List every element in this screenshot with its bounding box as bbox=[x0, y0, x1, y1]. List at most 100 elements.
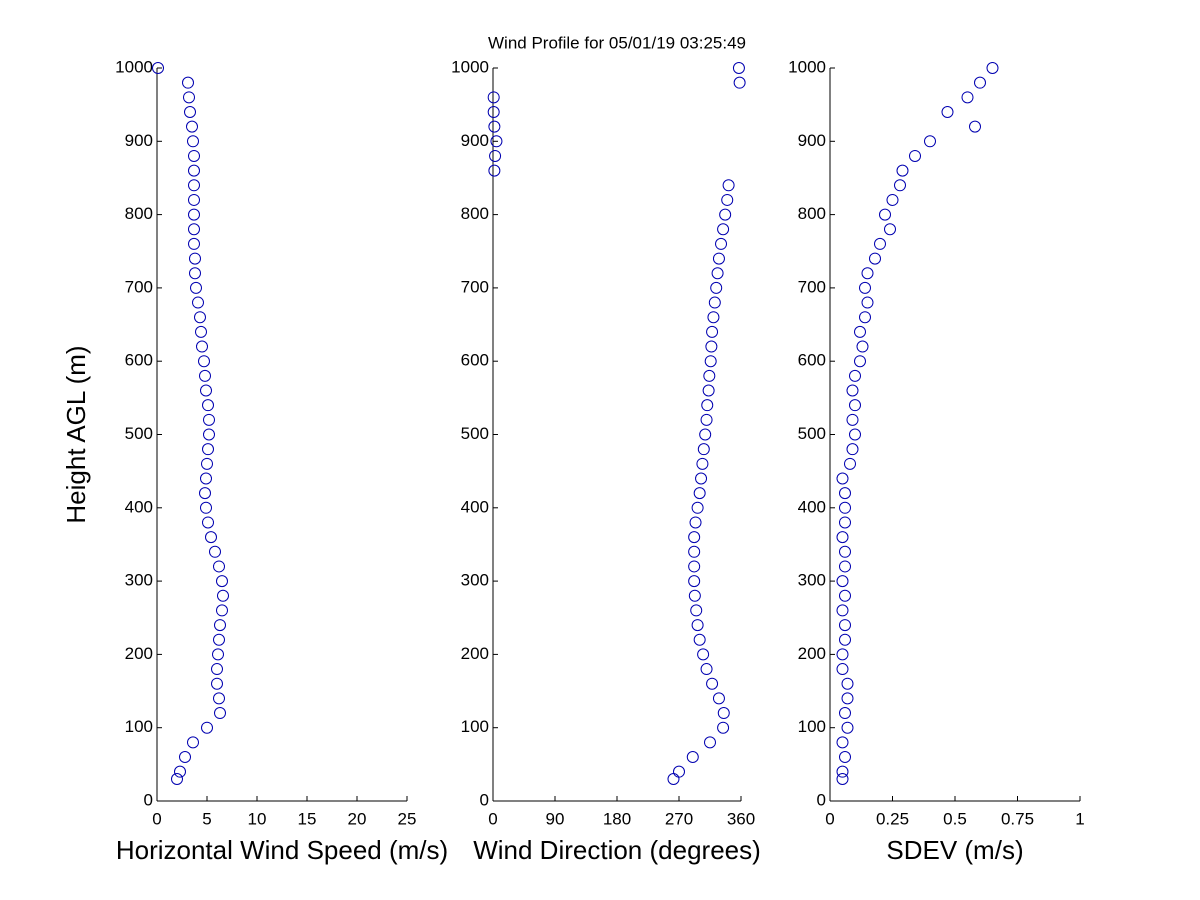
y-tick-label: 1000 bbox=[115, 57, 153, 76]
point bbox=[841, 721, 854, 734]
point bbox=[839, 619, 851, 632]
point bbox=[216, 575, 228, 588]
point bbox=[839, 516, 851, 529]
point bbox=[846, 413, 859, 426]
point bbox=[859, 281, 871, 294]
y-tick-label: 800 bbox=[125, 204, 153, 223]
point bbox=[200, 472, 212, 485]
point bbox=[184, 105, 196, 118]
point bbox=[886, 193, 899, 206]
point bbox=[846, 443, 859, 456]
point bbox=[201, 457, 213, 470]
y-tick-label: 400 bbox=[461, 497, 489, 516]
point bbox=[200, 384, 212, 397]
point bbox=[836, 648, 849, 661]
point bbox=[909, 149, 921, 162]
point bbox=[874, 237, 886, 250]
y-tick-label: 600 bbox=[461, 351, 489, 370]
point bbox=[879, 208, 891, 221]
point bbox=[969, 120, 981, 133]
y-tick-label: 300 bbox=[461, 571, 489, 590]
point bbox=[188, 223, 200, 236]
point bbox=[212, 648, 224, 661]
point bbox=[732, 62, 745, 74]
point bbox=[711, 267, 724, 280]
y-tick-label: 200 bbox=[461, 644, 489, 663]
point bbox=[487, 105, 500, 118]
point bbox=[924, 135, 936, 148]
x-tick-label: 180 bbox=[603, 809, 631, 828]
y-tick-label: 500 bbox=[798, 424, 826, 443]
x-tick-label: 90 bbox=[546, 809, 565, 828]
y-tick-label: 900 bbox=[461, 131, 489, 150]
point bbox=[688, 589, 701, 602]
point bbox=[488, 164, 501, 177]
point bbox=[856, 340, 869, 353]
point bbox=[710, 281, 723, 294]
point bbox=[717, 721, 730, 734]
point bbox=[703, 369, 716, 382]
point bbox=[217, 589, 229, 602]
point bbox=[152, 62, 164, 74]
x-axis-label: Wind Direction (degrees) bbox=[473, 835, 761, 865]
point bbox=[707, 311, 720, 324]
y-tick-label: 0 bbox=[480, 790, 489, 809]
point bbox=[704, 355, 717, 368]
point bbox=[188, 179, 200, 192]
point bbox=[693, 633, 706, 646]
point bbox=[861, 296, 874, 309]
x-tick-label: 0.75 bbox=[1001, 809, 1034, 828]
point bbox=[490, 135, 503, 148]
point bbox=[841, 677, 854, 690]
point bbox=[839, 751, 851, 764]
point bbox=[194, 311, 206, 324]
point bbox=[961, 91, 974, 104]
point bbox=[941, 105, 954, 118]
point bbox=[187, 736, 199, 749]
point bbox=[171, 773, 183, 786]
x-tick-label: 270 bbox=[665, 809, 693, 828]
y-tick-label: 1000 bbox=[451, 57, 489, 76]
y-tick-label: 300 bbox=[798, 571, 826, 590]
point bbox=[213, 560, 225, 573]
point bbox=[188, 164, 200, 177]
point bbox=[712, 692, 725, 705]
point bbox=[700, 663, 713, 676]
point bbox=[697, 648, 710, 661]
point bbox=[836, 604, 849, 617]
point bbox=[688, 575, 701, 588]
point bbox=[214, 707, 226, 720]
x-tick-label: 10 bbox=[248, 809, 267, 828]
point bbox=[203, 413, 215, 426]
point bbox=[701, 399, 714, 412]
y-tick-label: 100 bbox=[461, 717, 489, 736]
point bbox=[202, 516, 214, 529]
point bbox=[487, 91, 500, 104]
point bbox=[689, 516, 702, 529]
point bbox=[213, 633, 225, 646]
x-tick-label: 15 bbox=[298, 809, 317, 828]
point bbox=[203, 428, 215, 441]
x-tick-label: 0 bbox=[152, 809, 161, 828]
point bbox=[733, 76, 746, 89]
y-tick-label: 700 bbox=[798, 277, 826, 296]
point bbox=[211, 677, 223, 690]
point bbox=[691, 619, 704, 632]
point bbox=[690, 604, 703, 617]
y-tick-label: 900 bbox=[798, 131, 826, 150]
point bbox=[706, 325, 719, 338]
point bbox=[839, 707, 851, 720]
point bbox=[213, 692, 225, 705]
point bbox=[488, 120, 501, 133]
y-tick-label: 1000 bbox=[788, 57, 826, 76]
point bbox=[836, 472, 849, 485]
point bbox=[715, 237, 728, 250]
x-tick-label: 1 bbox=[1075, 809, 1084, 828]
point bbox=[183, 91, 195, 104]
y-tick-label: 900 bbox=[125, 131, 153, 150]
point bbox=[839, 545, 851, 558]
x-tick-label: 360 bbox=[727, 809, 755, 828]
point bbox=[836, 765, 849, 778]
y-tick-label: 400 bbox=[125, 497, 153, 516]
point bbox=[691, 501, 704, 514]
